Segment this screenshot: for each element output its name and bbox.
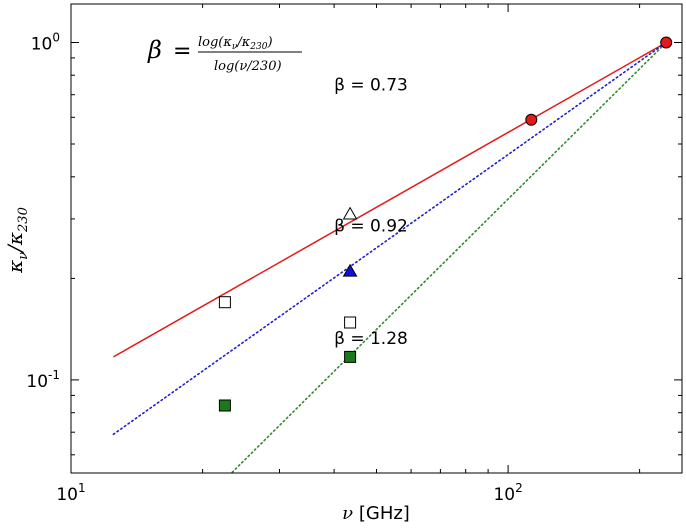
data-point-circle-1 xyxy=(660,36,673,49)
x-axis-label: ν [GHz] xyxy=(342,503,410,524)
beta-label-3: β = 1.28 xyxy=(334,329,408,349)
data-point-triangle-3 xyxy=(342,206,358,220)
x-tick-label-1: 101 xyxy=(56,481,85,505)
y-tick-label-2: 100 xyxy=(31,31,60,55)
y-tick-label-1: 10-1 xyxy=(26,368,60,392)
beta-label-1: β = 0.73 xyxy=(334,76,408,96)
formula-annotation: β = log(κν/κ230) log(ν/230) xyxy=(147,35,302,74)
x-tick-label-2: 102 xyxy=(493,481,522,505)
data-point-square-8 xyxy=(218,399,231,412)
series-line-3 xyxy=(230,41,668,473)
series-line-2 xyxy=(112,41,668,436)
data-point-square-5 xyxy=(218,296,231,309)
beta-label-2: β = 0.92 xyxy=(334,217,408,237)
data-point-triangle-4 xyxy=(342,263,358,277)
data-point-square-6 xyxy=(344,316,357,329)
formula-beta: β xyxy=(147,36,162,64)
data-point-square-7 xyxy=(344,350,357,363)
data-point-circle-2 xyxy=(525,113,538,126)
formula-equals: = xyxy=(173,39,191,64)
series-line-1 xyxy=(113,41,667,358)
formula-numerator: log(κν/κ230) xyxy=(198,35,273,52)
formula-denominator: log(ν/230) xyxy=(214,59,282,74)
plot-frame xyxy=(70,3,683,474)
y-axis-label: κν/κ230 xyxy=(3,207,31,274)
